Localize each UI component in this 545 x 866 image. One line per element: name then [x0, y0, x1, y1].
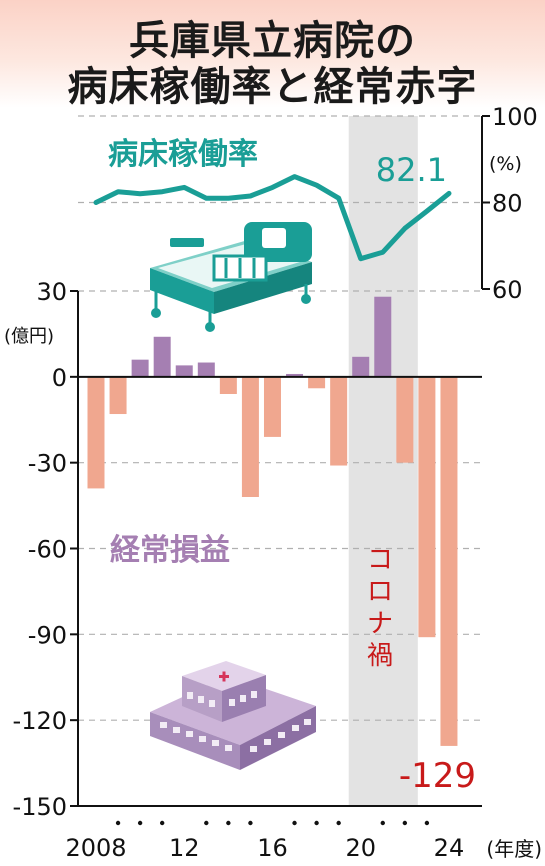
x-tick-label: 20 — [345, 834, 376, 862]
profit-bar-2020 — [352, 356, 370, 377]
profit-bar-2014 — [219, 376, 237, 394]
bar-y-tick-label: -120 — [13, 707, 67, 735]
occupancy-end-label: 82.1 — [376, 151, 447, 189]
profit-bar-2017 — [286, 373, 304, 377]
title-band: 兵庫県立病院の 病床稼働率と経常赤字 — [0, 0, 545, 110]
occupancy-y-tick-label: 60 — [492, 276, 523, 304]
bar-y-tick-label: 0 — [52, 364, 67, 392]
profit-bar-2009 — [109, 376, 127, 415]
profit-bar-2022 — [396, 376, 414, 463]
chart-labels: 30 0 -30 -60 -90 -120 -150 60 80 100 (%) (億円) 病床稼働率経… — [4, 103, 542, 862]
profit-unit-label: (億円) — [4, 326, 54, 347]
profit-end-label: -129 — [399, 756, 476, 796]
occupancy-y-tick-label: 100 — [492, 103, 538, 131]
occupancy-line — [93, 174, 452, 262]
bar-y-tick-label: -90 — [28, 621, 67, 649]
x-tick-dot — [380, 820, 385, 826]
x-tick-dot — [115, 820, 121, 826]
x-tick-dot — [292, 820, 297, 826]
profit-bar-2016 — [263, 376, 281, 437]
bar-y-tick-label: 30 — [36, 278, 67, 306]
occupancy-y-tick-label: 80 — [492, 190, 523, 218]
bar-y-tick-label: -60 — [28, 536, 67, 564]
occupancy-unit-label: (%) — [489, 153, 522, 175]
x-tick-dot — [336, 820, 341, 826]
x-tick-label: 16 — [257, 834, 288, 862]
profit-bar-2021 — [374, 296, 392, 377]
profit-bar-2013 — [197, 362, 215, 377]
x-tick-dot — [204, 820, 209, 826]
x-tick-label: 24 — [434, 834, 465, 862]
bar-y-tick-label: -30 — [28, 450, 67, 478]
x-axis-unit-label: (年度) — [486, 837, 542, 861]
bar-y-tick-label: -150 — [13, 793, 67, 821]
profit-bar-2023 — [418, 376, 436, 638]
profit-bar-2024 — [440, 376, 458, 746]
profit-series-label: 経常損益 — [110, 533, 230, 568]
x-tick-label: 2008 — [65, 834, 126, 862]
hospital-bed-icon — [150, 222, 312, 332]
axes — [70, 115, 490, 826]
profit-bar-2012 — [175, 365, 193, 377]
chart-title-line-2: 病床稼働率と経常赤字 — [67, 64, 478, 110]
profit-bar-2019 — [330, 376, 348, 466]
covid-label: コロナ禍 — [367, 545, 393, 671]
x-tick-dot — [137, 820, 143, 826]
profit-bar-2011 — [153, 336, 171, 377]
x-tick-label: 12 — [169, 834, 200, 862]
profit-bar-2015 — [241, 376, 259, 497]
x-tick-dot — [248, 820, 253, 826]
profit-bar-2008 — [87, 376, 105, 489]
x-tick-dot — [424, 820, 430, 826]
x-tick-dot — [159, 820, 165, 826]
x-tick-dot — [402, 820, 408, 826]
x-tick-dot — [314, 820, 319, 826]
x-tick-dot — [226, 820, 231, 826]
profit-bar-2010 — [131, 359, 149, 377]
chart-title-line-1: 兵庫県立病院の — [129, 18, 416, 64]
hospital-building-icon — [150, 661, 316, 770]
profit-loss-bars — [87, 296, 458, 746]
profit-bar-2018 — [308, 376, 326, 389]
occupancy-series-label: 病床稼働率 — [108, 137, 258, 172]
